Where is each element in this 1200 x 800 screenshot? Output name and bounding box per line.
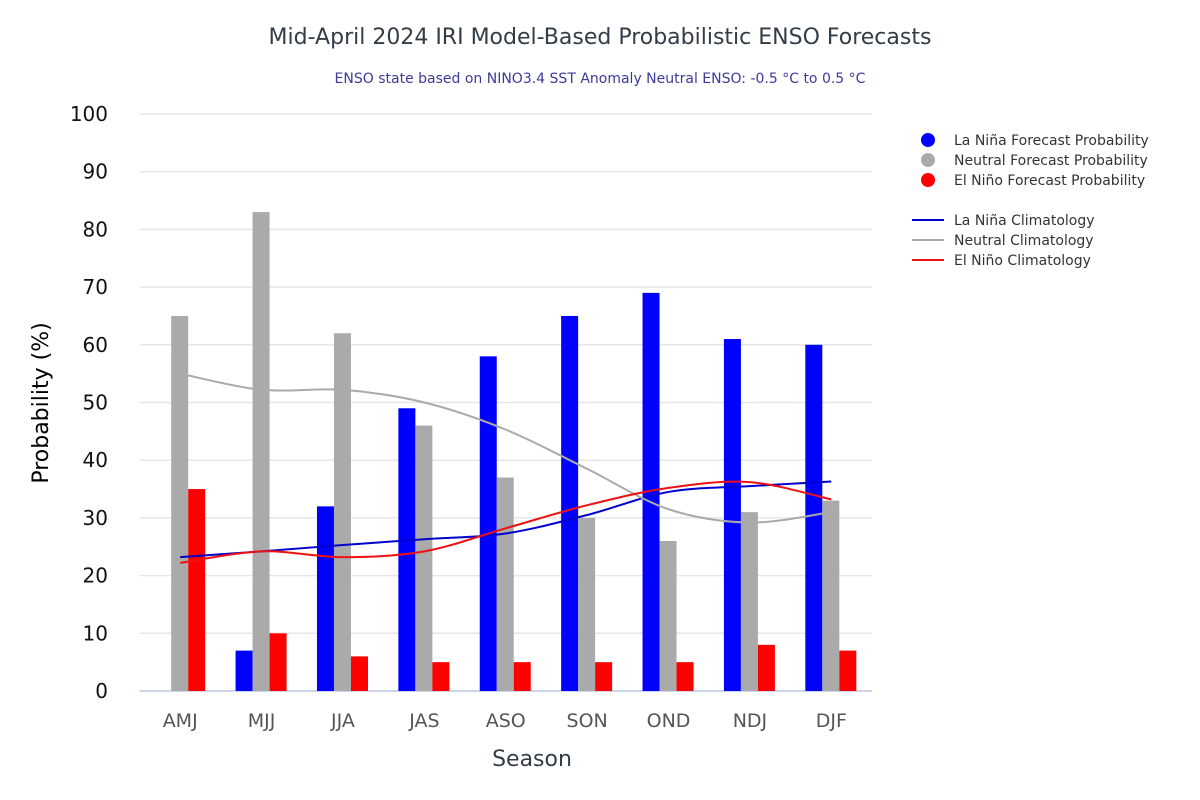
line-neutral-climatology xyxy=(179,372,832,524)
bar-el-ni-o-forecast-probability xyxy=(350,656,368,691)
x-tick-label: DJF xyxy=(816,710,847,732)
x-tick-label: NDJ xyxy=(733,710,767,732)
bar-la-ni-a-forecast-probability xyxy=(561,315,579,691)
y-tick-label: 40 xyxy=(83,448,108,472)
x-tick-label: AMJ xyxy=(163,710,198,732)
bar-neutral-forecast-probability xyxy=(740,512,758,691)
legend-el-ni-o-climatology-label: El Niño Climatology xyxy=(954,253,1091,269)
legend-la-ni-a-forecast-probability-marker xyxy=(921,133,935,147)
bar-el-ni-o-forecast-probability xyxy=(757,644,775,691)
bar-neutral-forecast-probability xyxy=(496,477,514,691)
bar-el-ni-o-forecast-probability xyxy=(513,662,531,691)
y-tick-label: 10 xyxy=(83,621,108,645)
bar-la-ni-a-forecast-probability xyxy=(805,344,823,691)
y-axis-label: Probability (%) xyxy=(29,322,54,483)
legend-neutral-climatology-label: Neutral Climatology xyxy=(954,233,1094,249)
bar-el-ni-o-forecast-probability xyxy=(432,662,450,691)
bar-la-ni-a-forecast-probability xyxy=(642,292,660,691)
y-tick-label: 20 xyxy=(83,564,108,588)
bar-el-ni-o-forecast-probability xyxy=(676,662,694,691)
bar-el-ni-o-forecast-probability xyxy=(188,489,206,691)
legend-neutral-forecast-probability-marker xyxy=(921,153,935,167)
bar-neutral-forecast-probability xyxy=(659,540,677,691)
x-tick-label: ASO xyxy=(486,710,526,732)
legend-la-ni-a-forecast-probability-label: La Niña Forecast Probability xyxy=(954,133,1149,149)
x-tick-label: OND xyxy=(647,710,691,732)
legend-neutral-forecast-probability-label: Neutral Forecast Probability xyxy=(954,153,1148,169)
bar-la-ni-a-forecast-probability xyxy=(316,506,334,691)
legend-el-ni-o-forecast-probability-label: El Niño Forecast Probability xyxy=(954,173,1145,189)
y-tick-label: 70 xyxy=(83,275,108,299)
bar-la-ni-a-forecast-probability xyxy=(479,356,497,691)
y-tick-label: 50 xyxy=(83,391,108,415)
y-tick-label: 100 xyxy=(70,102,108,126)
x-tick-label: SON xyxy=(567,710,608,732)
y-tick-label: 60 xyxy=(83,333,108,357)
bar-neutral-forecast-probability xyxy=(578,517,596,691)
bar-la-ni-a-forecast-probability xyxy=(723,339,741,691)
x-tick-label: MJJ xyxy=(248,710,276,732)
chart-subtitle: ENSO state based on NINO3.4 SST Anomaly … xyxy=(335,71,866,87)
bar-neutral-forecast-probability xyxy=(822,500,840,691)
bar-neutral-forecast-probability xyxy=(415,425,433,691)
y-tick-label: 0 xyxy=(95,679,108,703)
bar-la-ni-a-forecast-probability xyxy=(235,650,253,691)
bar-neutral-forecast-probability xyxy=(252,212,270,691)
y-tick-label: 30 xyxy=(83,506,108,530)
legend-el-ni-o-forecast-probability-marker xyxy=(921,173,935,187)
bar-neutral-forecast-probability xyxy=(333,333,351,691)
x-tick-label: JJA xyxy=(330,710,355,732)
y-tick-label: 90 xyxy=(83,160,108,184)
x-tick-label: JAS xyxy=(408,710,439,732)
bar-la-ni-a-forecast-probability xyxy=(398,408,416,691)
bar-el-ni-o-forecast-probability xyxy=(269,633,287,691)
bar-el-ni-o-forecast-probability xyxy=(595,662,613,691)
legend-la-ni-a-climatology-label: La Niña Climatology xyxy=(954,213,1095,229)
x-axis-label: Season xyxy=(492,747,572,772)
bar-neutral-forecast-probability xyxy=(171,315,189,691)
y-tick-label: 80 xyxy=(83,217,108,241)
line-el-ni-o-climatology xyxy=(180,480,832,564)
chart-title: Mid-April 2024 IRI Model-Based Probabili… xyxy=(269,25,932,50)
line-la-ni-a-climatology xyxy=(180,480,832,559)
bar-el-ni-o-forecast-probability xyxy=(839,650,857,691)
